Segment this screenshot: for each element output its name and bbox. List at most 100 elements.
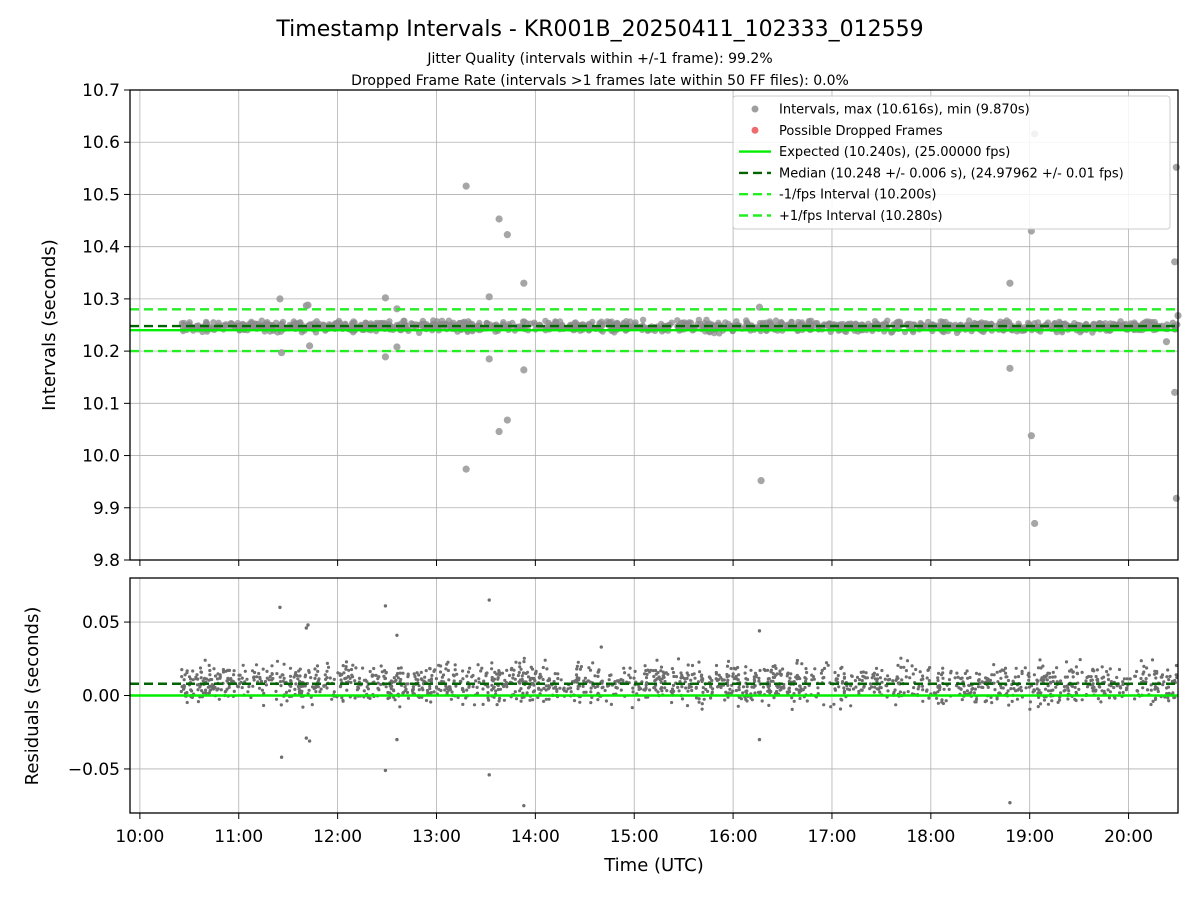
interval-point	[918, 670, 922, 674]
interval-point	[255, 675, 259, 679]
interval-point	[275, 659, 280, 663]
interval-point	[940, 698, 944, 702]
interval-point	[896, 663, 900, 668]
interval-point	[653, 685, 657, 689]
interval-point	[318, 690, 322, 694]
interval-point	[789, 672, 793, 676]
interval-point	[516, 323, 523, 330]
interval-point	[1049, 681, 1053, 685]
interval-point	[313, 676, 317, 681]
interval-point	[1002, 668, 1006, 673]
interval-point	[702, 697, 706, 701]
interval-point	[195, 673, 199, 677]
interval-point	[886, 674, 890, 678]
interval-point	[1077, 687, 1081, 692]
interval-point	[875, 687, 879, 691]
interval-point	[936, 701, 941, 705]
interval-point	[717, 673, 721, 677]
interval-point	[937, 323, 944, 330]
interval-point	[968, 675, 972, 680]
interval-point	[366, 687, 370, 691]
interval-point	[307, 688, 311, 692]
interval-point	[403, 689, 407, 693]
interval-point	[925, 689, 929, 693]
interval-point	[303, 684, 307, 688]
interval-point	[754, 673, 758, 678]
interval-point	[800, 662, 804, 666]
interval-point	[1064, 660, 1069, 664]
interval-point	[891, 679, 895, 683]
outlier-point	[1171, 258, 1179, 266]
interval-point	[627, 673, 631, 677]
legend-label: +1/fps Interval (10.280s)	[779, 209, 943, 224]
interval-point	[732, 666, 736, 671]
interval-point	[284, 690, 289, 695]
interval-point	[643, 664, 647, 668]
interval-point	[417, 673, 421, 677]
interval-point	[240, 676, 244, 680]
interval-point	[519, 667, 523, 671]
interval-point	[653, 679, 657, 683]
interval-point	[651, 669, 655, 673]
interval-point	[559, 678, 563, 682]
interval-point	[496, 676, 500, 680]
interval-point	[455, 672, 459, 676]
interval-point	[749, 668, 753, 672]
interval-point	[388, 691, 392, 695]
interval-point	[219, 688, 223, 692]
interval-point	[448, 687, 452, 692]
outlier-point	[277, 349, 286, 357]
outlier-point	[1162, 338, 1171, 346]
interval-point	[1027, 678, 1031, 682]
interval-point	[822, 666, 827, 671]
interval-point	[700, 707, 704, 711]
interval-point	[686, 673, 690, 677]
interval-point	[786, 672, 790, 676]
interval-point	[1155, 671, 1159, 675]
interval-point	[654, 688, 658, 692]
interval-point	[583, 676, 588, 680]
interval-point	[1023, 666, 1027, 670]
interval-point	[526, 675, 531, 679]
interval-point	[619, 677, 623, 682]
interval-point	[1153, 697, 1158, 702]
interval-point	[586, 323, 593, 330]
interval-point	[1065, 675, 1069, 679]
interval-point	[854, 685, 858, 689]
interval-point	[182, 686, 186, 690]
interval-point	[710, 690, 714, 694]
outlier-point	[304, 301, 312, 309]
interval-point	[1059, 679, 1063, 683]
interval-point	[644, 683, 648, 687]
interval-point	[365, 680, 369, 684]
interval-point	[1051, 675, 1055, 679]
interval-point	[648, 688, 652, 692]
interval-point	[649, 668, 653, 672]
interval-point	[379, 664, 383, 668]
interval-point	[745, 699, 749, 703]
interval-point	[860, 688, 864, 692]
interval-point	[993, 688, 997, 692]
interval-point	[576, 660, 580, 664]
interval-point	[403, 685, 407, 689]
interval-point	[424, 698, 429, 703]
interval-point	[316, 685, 320, 689]
interval-point	[704, 687, 708, 692]
interval-point	[1112, 686, 1116, 690]
interval-point	[180, 668, 184, 672]
x-axis-label: Time (UTC)	[603, 855, 704, 876]
interval-point	[824, 661, 829, 665]
interval-point	[1147, 673, 1151, 677]
interval-point	[974, 697, 979, 701]
interval-point	[1128, 677, 1132, 681]
interval-point	[518, 661, 522, 665]
interval-point	[281, 673, 285, 677]
interval-point	[596, 320, 603, 327]
interval-point	[937, 684, 942, 688]
interval-point	[289, 684, 293, 689]
residual-outlier-point	[487, 598, 491, 602]
interval-point	[654, 668, 658, 673]
interval-point	[1174, 663, 1178, 668]
residual-outlier-point	[279, 755, 284, 759]
x-tick-label: 14:00	[511, 827, 560, 847]
